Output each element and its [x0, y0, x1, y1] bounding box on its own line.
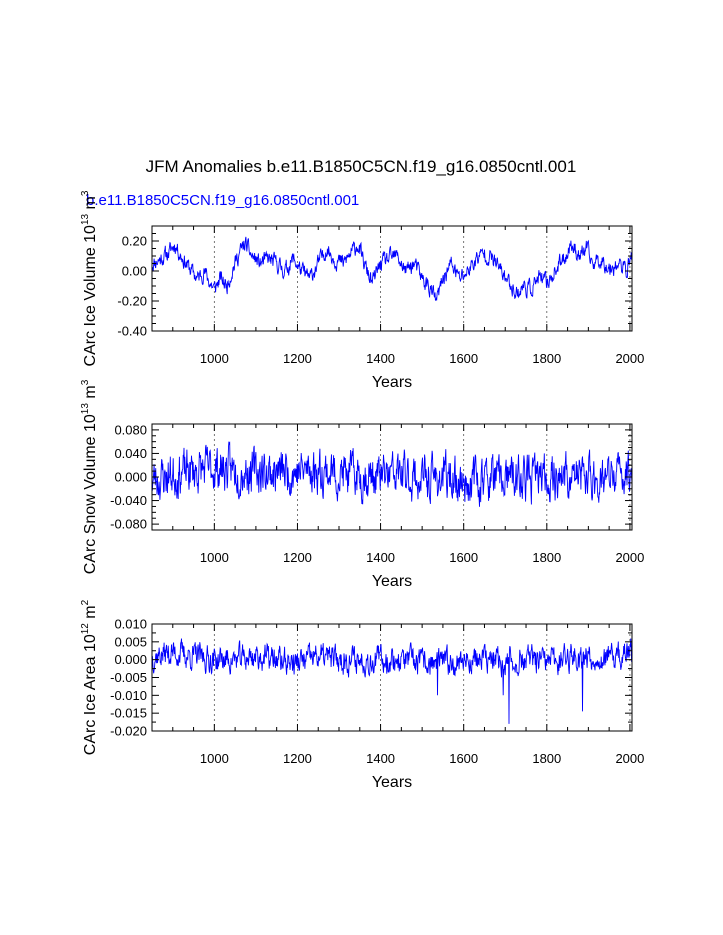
y-tick-label: -0.015 [110, 706, 147, 721]
y-tick-label: 0.010 [114, 617, 147, 632]
y-tick-label: -0.20 [117, 294, 147, 309]
y-tick-label: -0.005 [110, 670, 147, 685]
x-tick-label: 1600 [449, 550, 478, 565]
case-label: b.e11.B1850C5CN.f19_g16.0850cntl.001 [86, 192, 359, 209]
x-tick-label: 1800 [532, 550, 561, 565]
y-tick-label: 0.005 [114, 634, 147, 649]
x-tick-label: 2000 [615, 351, 644, 366]
x-tick-label: 1600 [449, 351, 478, 366]
x-tick-label: 1400 [366, 550, 395, 565]
x-tick-label: 1600 [449, 751, 478, 766]
x-tick-label: 1000 [200, 351, 229, 366]
x-tick-label: 1000 [200, 550, 229, 565]
y-tick-label: 0.000 [114, 652, 147, 667]
x-tick-label: 2000 [615, 751, 644, 766]
y-tick-label: -0.020 [110, 724, 147, 739]
x-tick-label: 1200 [283, 751, 312, 766]
series-line [151, 441, 633, 507]
x-tick-label: 1400 [366, 351, 395, 366]
ice-area-panel: 1000 1200 1400 1600 1800 2000 -0.020 -0.015 -0.0… [80, 599, 644, 791]
y-tick-label: 0.080 [114, 422, 147, 437]
y-tick-label: -0.040 [110, 493, 147, 508]
x-tick-label: 1000 [200, 751, 229, 766]
x-axis-label: Years [372, 774, 412, 791]
x-tick-label: 1200 [283, 351, 312, 366]
plot-frame [151, 623, 633, 732]
y-tick-label: -0.010 [110, 688, 147, 703]
y-tick-label: -0.080 [110, 517, 147, 532]
x-tick-label: 1400 [366, 751, 395, 766]
y-tick-label: 0.000 [114, 470, 147, 485]
x-axis-label: Years [372, 374, 412, 391]
y-axis-label: CArc Snow Volume 1013 m3 [80, 379, 99, 574]
series-line [151, 638, 633, 724]
y-axis-label: CArc Ice Area 1012 m2 [80, 599, 99, 755]
x-tick-label: 2000 [615, 550, 644, 565]
snow-volume-panel: 1000 1200 1400 1600 1800 2000 -0.080 -0.040 0.00… [80, 379, 644, 590]
ice-volume-panel: 1000 1200 1400 1600 1800 2000 -0.40 -0.20 0.00 0.… [80, 190, 644, 391]
x-axis-label: Years [372, 573, 412, 590]
plot-frame [151, 225, 633, 332]
x-tick-label: 1800 [532, 351, 561, 366]
x-tick-label: 1200 [283, 550, 312, 565]
figure-title: JFM Anomalies b.e11.B1850C5CN.f19_g16.08… [146, 157, 577, 176]
y-tick-label: -0.40 [117, 324, 147, 339]
y-tick-label: 0.040 [114, 446, 147, 461]
x-tick-label: 1800 [532, 751, 561, 766]
y-tick-label: 0.20 [122, 234, 147, 249]
y-tick-label: 0.00 [122, 264, 147, 279]
y-axis-label: CArc Ice Volume 1013 m3 [80, 190, 99, 366]
series-line [151, 236, 633, 302]
